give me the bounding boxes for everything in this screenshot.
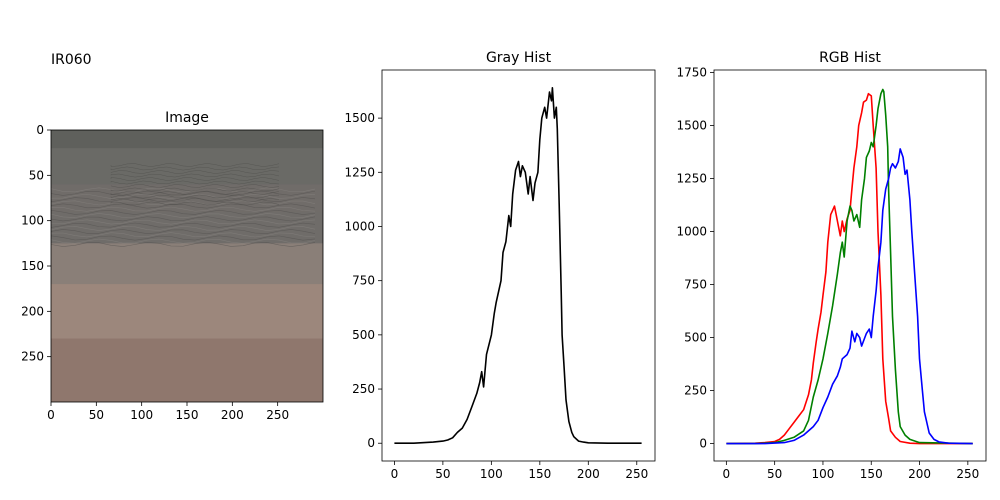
x-tick-label: 50 (89, 408, 104, 422)
skin-texture-line (110, 166, 280, 171)
y-tick-label: 250 (21, 350, 44, 364)
x-tick-label: 150 (528, 467, 551, 481)
skin-texture-line (110, 201, 280, 206)
image-band (51, 130, 323, 149)
histogram-line-1 (726, 88, 973, 445)
image-band (51, 211, 323, 244)
x-tick-label: 0 (391, 467, 399, 481)
y-tick-label: 1500 (344, 111, 375, 125)
skin-image (51, 130, 323, 402)
x-tick-label: 250 (266, 408, 289, 422)
x-tick-label: 0 (47, 408, 55, 422)
skin-texture-line (51, 187, 316, 193)
y-tick-label: 0 (699, 437, 707, 451)
skin-texture-line (51, 193, 316, 199)
y-tick-label: 1000 (344, 219, 375, 233)
histogram-line-0 (726, 92, 973, 445)
image-band (51, 338, 323, 402)
skin-texture-line (51, 241, 316, 247)
y-tick-label: 1500 (676, 119, 707, 133)
skin-texture-line (51, 232, 316, 238)
image-band (51, 243, 323, 285)
x-tick-label: 250 (625, 467, 648, 481)
skin-texture-line (51, 209, 316, 215)
y-tick-label: 750 (684, 278, 707, 292)
x-tick-label: 100 (480, 467, 503, 481)
y-tick-label: 0 (367, 436, 375, 450)
skin-texture-line (110, 194, 280, 199)
skin-texture-line (51, 200, 316, 206)
y-tick-label: 200 (21, 304, 44, 318)
panel-title: RGB Hist (819, 50, 881, 66)
x-tick-label: 200 (221, 408, 244, 422)
x-tick-label: 150 (860, 467, 883, 481)
skin-texture-line (51, 197, 316, 203)
x-tick-label: 100 (812, 467, 835, 481)
skin-texture-line (110, 173, 280, 178)
image-band (51, 284, 323, 340)
skin-texture-line (51, 229, 316, 235)
skin-texture-line (110, 198, 280, 202)
skin-texture-line (51, 225, 316, 231)
skin-texture-line (51, 216, 316, 222)
skin-texture-line (51, 203, 316, 209)
y-tick-label: 500 (352, 328, 375, 342)
axes-frame (381, 69, 656, 462)
histogram-line-0 (394, 87, 642, 445)
skin-texture-line (51, 190, 316, 196)
y-tick-label: 250 (352, 382, 375, 396)
skin-texture-line (110, 191, 280, 195)
x-tick-label: 150 (176, 408, 199, 422)
y-tick-label: 500 (684, 331, 707, 345)
x-tick-label: 50 (767, 467, 782, 481)
skin-texture-line (51, 219, 316, 225)
panel-title: Gray Hist (486, 50, 552, 66)
y-tick-label: 0 (36, 123, 44, 137)
y-tick-label: 750 (352, 274, 375, 288)
skin-texture-line (110, 170, 280, 174)
skin-texture-line (51, 222, 316, 228)
x-tick-label: 50 (435, 467, 450, 481)
x-tick-label: 200 (908, 467, 931, 481)
gray-hist-panel: Gray Hist 0 50 100 150 200 250 0 250 500 750 1000 12… (344, 50, 656, 481)
histogram-line-2 (726, 148, 973, 445)
panel-title: Image (165, 110, 209, 126)
figure-suptitle: IR060 (51, 52, 92, 68)
y-tick-label: 50 (29, 168, 44, 182)
skin-texture-line (110, 163, 280, 167)
x-tick-label: 100 (130, 408, 153, 422)
y-tick-label: 1000 (676, 225, 707, 239)
skin-texture-line (110, 187, 280, 192)
y-tick-label: 1250 (676, 172, 707, 186)
image-panel: Image 0 50 100 150 200 250 0 50 100 150 200 250 (21, 110, 324, 422)
image-band (51, 148, 323, 185)
x-tick-label: 0 (723, 467, 731, 481)
skin-texture-line (110, 184, 280, 188)
y-tick-label: 100 (21, 214, 44, 228)
y-tick-label: 150 (21, 259, 44, 273)
skin-texture-line (51, 235, 316, 241)
y-tick-label: 1250 (344, 165, 375, 179)
skin-texture-line (51, 206, 316, 212)
skin-texture-line (110, 180, 280, 185)
y-tick-label: 250 (684, 384, 707, 398)
y-tick-label: 1750 (676, 66, 707, 80)
x-tick-label: 200 (577, 467, 600, 481)
x-tick-label: 250 (956, 467, 979, 481)
skin-texture-line (51, 213, 316, 219)
skin-texture-line (51, 238, 316, 244)
rgb-hist-panel: RGB Hist 0 50 100 150 200 250 0 250 500 750 1000 125… (676, 50, 987, 481)
axes-frame (713, 69, 987, 462)
skin-texture-line (110, 177, 280, 181)
